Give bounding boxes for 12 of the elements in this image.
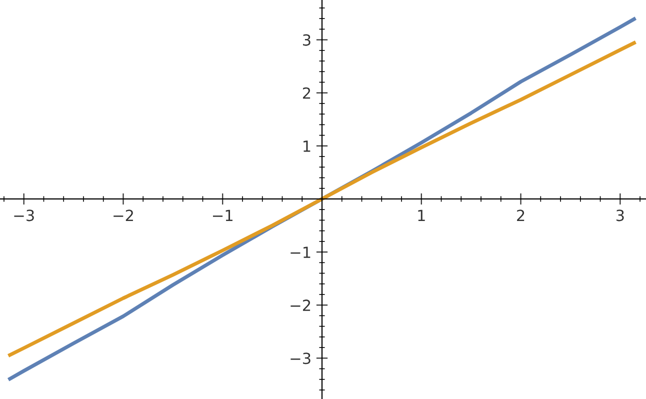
y-tick-label: 1 [304, 140, 310, 152]
y-tick-label: 2 [302, 87, 310, 99]
x-tick-label: −1 [212, 210, 232, 221]
y-tick-label: 3 [303, 34, 310, 46]
x-tick-label: 3 [616, 210, 624, 222]
x-tick-label: 1 [418, 210, 425, 221]
y-tick-label: −2 [290, 300, 310, 311]
x-tick-label: −2 [114, 210, 133, 221]
y-tick-label: −3 [290, 352, 310, 364]
x-tick-label: −3 [14, 210, 34, 222]
y-tick-label: −1 [290, 246, 310, 258]
x-tick-label: 2 [517, 210, 524, 221]
